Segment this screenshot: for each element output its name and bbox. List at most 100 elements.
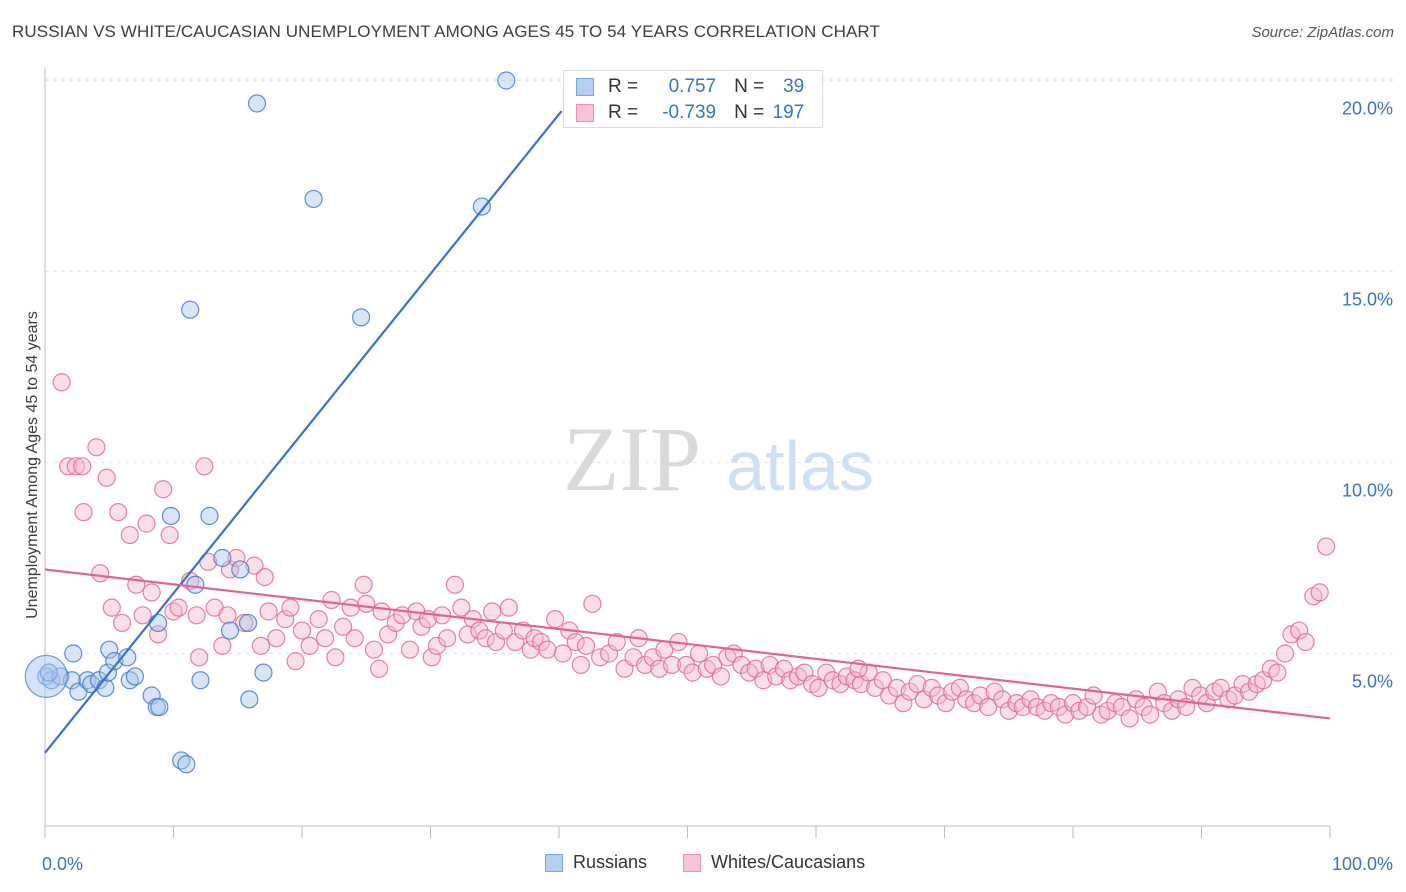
whites-point bbox=[1183, 678, 1202, 697]
whites-point bbox=[928, 686, 948, 705]
whites-point bbox=[1290, 621, 1309, 640]
whites-point bbox=[1140, 705, 1160, 724]
n-label: N = bbox=[734, 76, 765, 97]
whites-point bbox=[1120, 709, 1139, 728]
whites-point bbox=[109, 503, 128, 522]
russians-point bbox=[148, 613, 168, 633]
whites-point bbox=[1063, 694, 1083, 713]
whites-point bbox=[137, 514, 156, 533]
russians-point bbox=[64, 644, 83, 663]
whites-point bbox=[760, 655, 779, 675]
russians-point bbox=[191, 671, 210, 690]
series-legend: Russians Whites/Caucasians bbox=[545, 852, 901, 873]
whites-point bbox=[908, 674, 927, 694]
whites-point bbox=[235, 613, 254, 633]
whites-point bbox=[470, 621, 489, 640]
y-tick-label: 20.0% bbox=[1342, 99, 1393, 119]
whites-point bbox=[476, 629, 495, 648]
whites-point bbox=[292, 621, 312, 640]
whites-point bbox=[427, 636, 447, 655]
russians-point bbox=[238, 613, 258, 633]
x-tick-label-max: 100.0% bbox=[1332, 854, 1393, 874]
whites-point bbox=[576, 636, 596, 655]
whites-point bbox=[817, 663, 836, 682]
whites-point bbox=[1148, 682, 1167, 701]
whites-point bbox=[662, 655, 682, 675]
whites-point bbox=[245, 556, 264, 575]
whites-point bbox=[195, 457, 214, 476]
whites-point bbox=[553, 644, 572, 663]
points-russians bbox=[24, 71, 516, 774]
legend-row-russians: R = 0.757 N = 39 bbox=[576, 76, 804, 98]
whites-swatch bbox=[576, 104, 594, 122]
whites-point bbox=[809, 678, 828, 697]
russians-point bbox=[200, 506, 219, 526]
whites-point bbox=[950, 678, 970, 697]
russians-swatch bbox=[545, 853, 563, 872]
whites-point bbox=[1035, 701, 1054, 720]
trend-lines bbox=[44, 110, 1331, 754]
russians-point bbox=[352, 308, 371, 327]
whites-point bbox=[635, 655, 655, 675]
russians-point bbox=[247, 94, 267, 113]
whites-point bbox=[1049, 697, 1068, 717]
whites-point bbox=[213, 636, 232, 655]
whites-point bbox=[571, 655, 590, 675]
russians-point bbox=[100, 640, 119, 659]
whites-point bbox=[372, 602, 391, 621]
whites-point bbox=[400, 640, 420, 659]
whites-point bbox=[267, 629, 286, 648]
whites-swatch bbox=[683, 853, 702, 872]
points-whites-caucasians bbox=[52, 373, 1336, 728]
legend-item-whites[interactable]: Whites/Caucasians bbox=[683, 852, 865, 873]
whites-point bbox=[1296, 632, 1315, 652]
russians-point bbox=[472, 197, 491, 216]
whites-point bbox=[276, 610, 295, 629]
axes bbox=[44, 68, 1331, 838]
whites-point bbox=[97, 468, 116, 487]
whites-point bbox=[341, 598, 360, 617]
legend-row-whites: R = -0.739 N = 197 bbox=[576, 102, 804, 124]
whites-point bbox=[422, 648, 441, 667]
russians-point bbox=[304, 189, 323, 209]
r-label: R = bbox=[608, 76, 639, 97]
russians-point bbox=[125, 667, 145, 686]
legend-item-russians[interactable]: Russians bbox=[545, 852, 647, 873]
russians-point-large bbox=[24, 654, 68, 699]
russians-point bbox=[497, 71, 516, 90]
whites-point bbox=[1268, 663, 1287, 682]
whites-point bbox=[66, 457, 85, 476]
whites-point bbox=[964, 694, 984, 713]
russians-point bbox=[254, 663, 273, 682]
russians-point bbox=[161, 506, 181, 526]
y-tick-label: 15.0% bbox=[1342, 290, 1393, 310]
n-value: 39 bbox=[783, 76, 805, 97]
whites-point bbox=[1239, 682, 1259, 701]
watermark-zip: ZIP bbox=[563, 408, 701, 510]
whites-point bbox=[300, 636, 319, 655]
whites-point bbox=[445, 575, 465, 594]
whites-point bbox=[900, 682, 919, 701]
whites-point bbox=[767, 667, 786, 686]
whites-point bbox=[73, 457, 92, 476]
whites-point bbox=[677, 655, 696, 675]
russians-point bbox=[96, 678, 115, 697]
russians-point bbox=[213, 548, 232, 568]
whites-point bbox=[218, 606, 237, 625]
whites-point bbox=[187, 606, 206, 625]
whites-point bbox=[326, 648, 345, 667]
whites-point bbox=[873, 671, 892, 690]
russians-point bbox=[240, 690, 259, 709]
whites-point bbox=[316, 629, 335, 648]
whites-point bbox=[142, 583, 161, 602]
chart-title: RUSSIAN VS WHITE/CAUCASIAN UNEMPLOYMENT … bbox=[12, 22, 880, 41]
whites-point bbox=[345, 629, 364, 648]
russians-swatch bbox=[576, 78, 594, 96]
n-value: 197 bbox=[772, 102, 805, 123]
whites-point bbox=[999, 701, 1018, 720]
whites-point bbox=[52, 373, 71, 392]
n-label: N = bbox=[734, 102, 765, 123]
whites-point bbox=[1021, 690, 1040, 709]
r-label: R = bbox=[608, 102, 639, 123]
y-tick-label: 10.0% bbox=[1342, 481, 1393, 501]
